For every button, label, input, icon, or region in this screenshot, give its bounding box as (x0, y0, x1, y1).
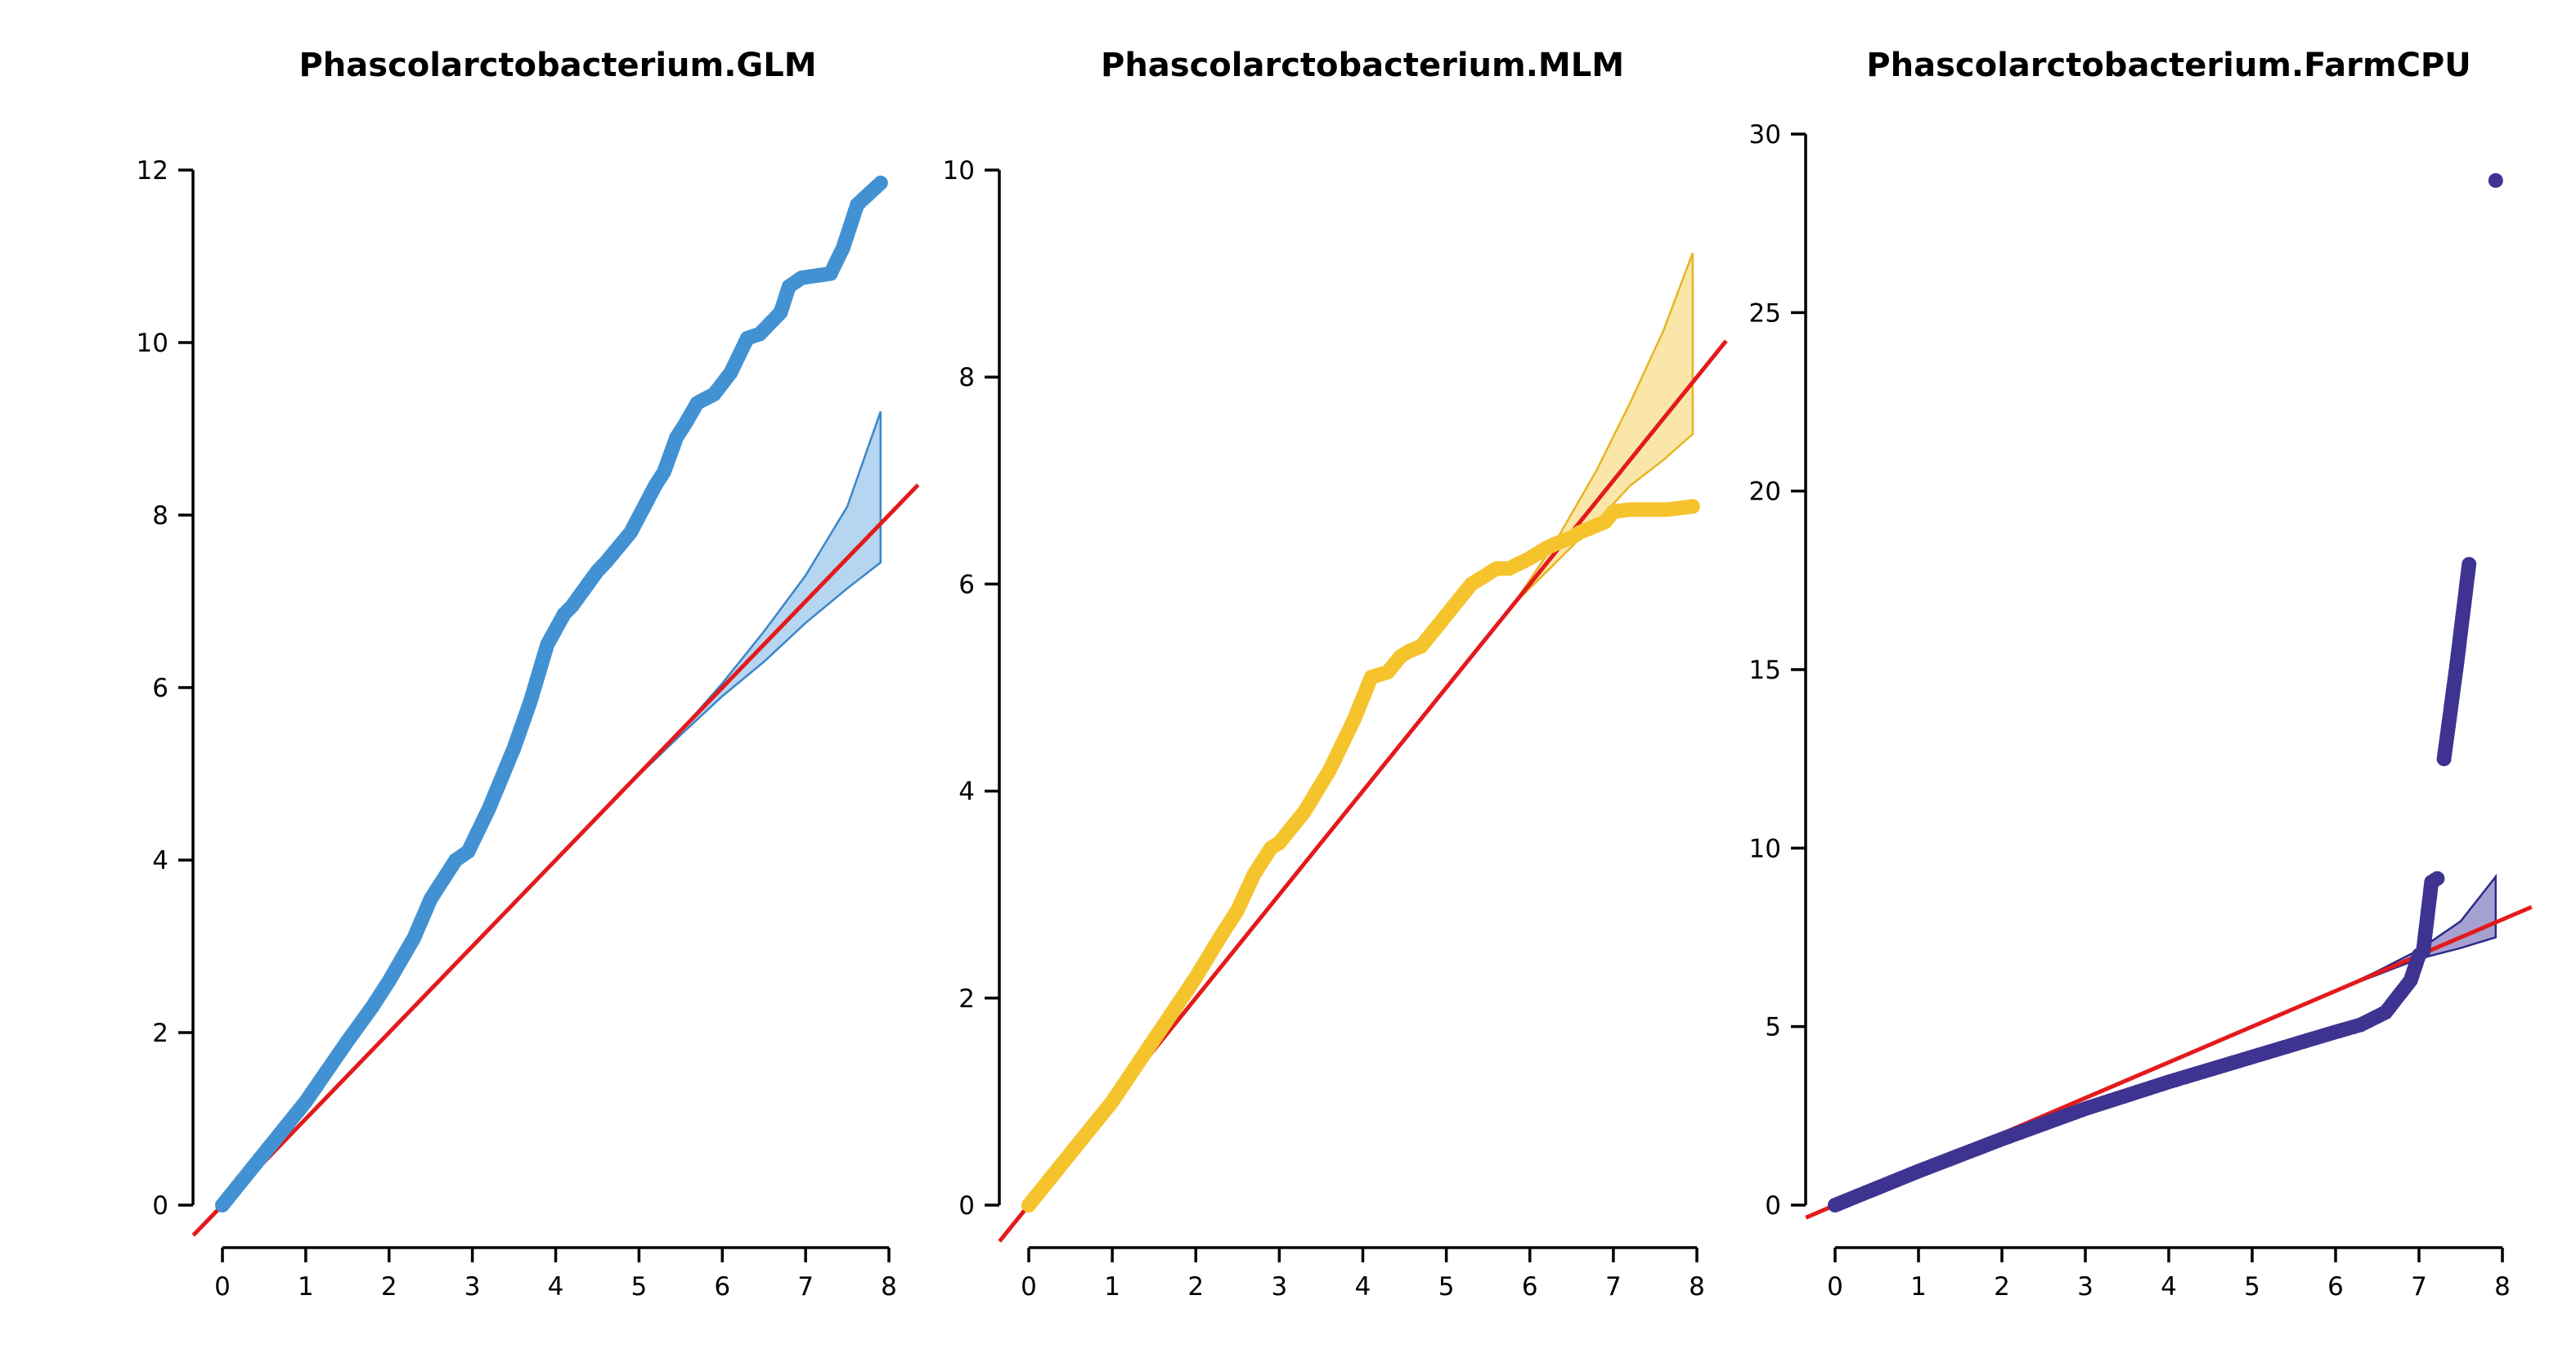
x-tick-label: 2 (381, 1272, 397, 1302)
x-tick-label: 1 (1104, 1272, 1120, 1302)
x-tick-label: 7 (797, 1272, 814, 1302)
x-tick-label: 5 (2244, 1272, 2260, 1302)
x-tick-label: 5 (631, 1272, 648, 1302)
y-tick-label: 0 (152, 1191, 168, 1221)
y-tick-label: 8 (958, 363, 975, 392)
y-tick-label: 2 (152, 1019, 168, 1048)
y-tick-label: 25 (1749, 298, 1781, 328)
confidence-band (622, 410, 882, 792)
x-tick-label: 3 (2077, 1272, 2094, 1302)
observed-points (215, 175, 888, 1212)
y-tick-label: 12 (137, 156, 168, 186)
x-tick-label: 0 (1827, 1272, 1843, 1302)
x-tick-label: 2 (1187, 1272, 1204, 1302)
panel-3: Phascolarctobacterium.FarmCPU05101520253… (1749, 47, 2533, 1302)
observed-point (2430, 871, 2445, 886)
x-tick-label: 3 (464, 1272, 481, 1302)
x-tick-label: 4 (548, 1272, 564, 1302)
panel-2: Phascolarctobacterium.MLM 0 2 4 6 8 10 0 1 2 3 4 5 6 7… (943, 47, 1728, 1302)
observed-point (873, 175, 888, 190)
x-tick-label: 7 (2411, 1272, 2427, 1302)
x-tick-label: 8 (1689, 1272, 1705, 1302)
y-tick-label: 0 (958, 1191, 975, 1221)
y-tick-label: 20 (1749, 477, 1781, 507)
x-tick-label: 6 (2327, 1272, 2344, 1302)
observed-point (2462, 557, 2477, 572)
y-tick-label: 6 (152, 674, 168, 703)
y-tick-label: 10 (943, 156, 975, 186)
y-tick-label: 4 (152, 846, 168, 876)
y-tick-label: 4 (958, 778, 975, 807)
confidence-band (2335, 873, 2497, 993)
x-tick-label: 0 (214, 1272, 231, 1302)
x-tick-label: 4 (2161, 1272, 2177, 1302)
expected-reference-line (191, 483, 920, 1237)
panel-title: Phascolarctobacterium.FarmCPU (1866, 47, 2471, 84)
x-tick-label: 8 (881, 1272, 897, 1302)
observed-points (1021, 499, 1700, 1212)
x-tick-label: 4 (1355, 1272, 1371, 1302)
y-tick-label: 30 (1749, 120, 1781, 150)
y-tick-label: 0 (1765, 1191, 1781, 1221)
y-tick-label: 6 (958, 570, 975, 599)
observed-point (1685, 499, 1700, 514)
x-tick-label: 2 (1994, 1272, 2010, 1302)
x-tick-label: 0 (1021, 1272, 1037, 1302)
x-tick-label: 6 (714, 1272, 730, 1302)
observed-points (1828, 173, 2503, 1212)
x-tick-label: 3 (1272, 1272, 1288, 1302)
x-tick-label: 5 (1438, 1272, 1455, 1302)
y-tick-label: 2 (958, 984, 975, 1014)
observed-point (2488, 173, 2503, 188)
y-tick-label: 10 (1749, 834, 1781, 863)
y-tick-label: 15 (1749, 656, 1781, 685)
x-tick-label: 1 (1910, 1272, 1927, 1302)
x-tick-label: 8 (2494, 1272, 2511, 1302)
x-tick-label: 7 (1605, 1272, 1622, 1302)
panel-title: Phascolarctobacterium.MLM (1101, 47, 1624, 84)
y-tick-label: 8 (152, 501, 168, 531)
x-tick-label: 1 (298, 1272, 314, 1302)
y-tick-label: 5 (1765, 1013, 1781, 1042)
panel-title: Phascolarctobacterium.GLM (298, 47, 816, 84)
y-tick-label: 10 (137, 329, 168, 358)
x-tick-label: 6 (1522, 1272, 1538, 1302)
